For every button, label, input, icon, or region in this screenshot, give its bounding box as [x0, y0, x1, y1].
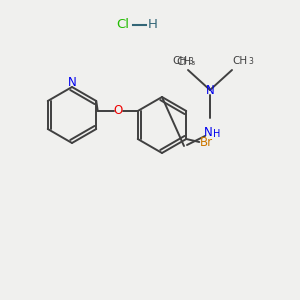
Text: N: N — [68, 76, 76, 88]
Text: CH₃: CH₃ — [176, 57, 196, 67]
Text: N: N — [204, 125, 212, 139]
Text: Br: Br — [200, 136, 213, 149]
Text: H: H — [213, 129, 221, 139]
Text: 3: 3 — [249, 56, 254, 65]
Text: 3: 3 — [189, 56, 194, 65]
Text: CH: CH — [172, 56, 188, 66]
Text: CH: CH — [232, 56, 247, 66]
Text: Cl: Cl — [116, 19, 130, 32]
Text: O: O — [113, 104, 122, 118]
Text: N: N — [206, 83, 214, 97]
Text: H: H — [148, 19, 158, 32]
